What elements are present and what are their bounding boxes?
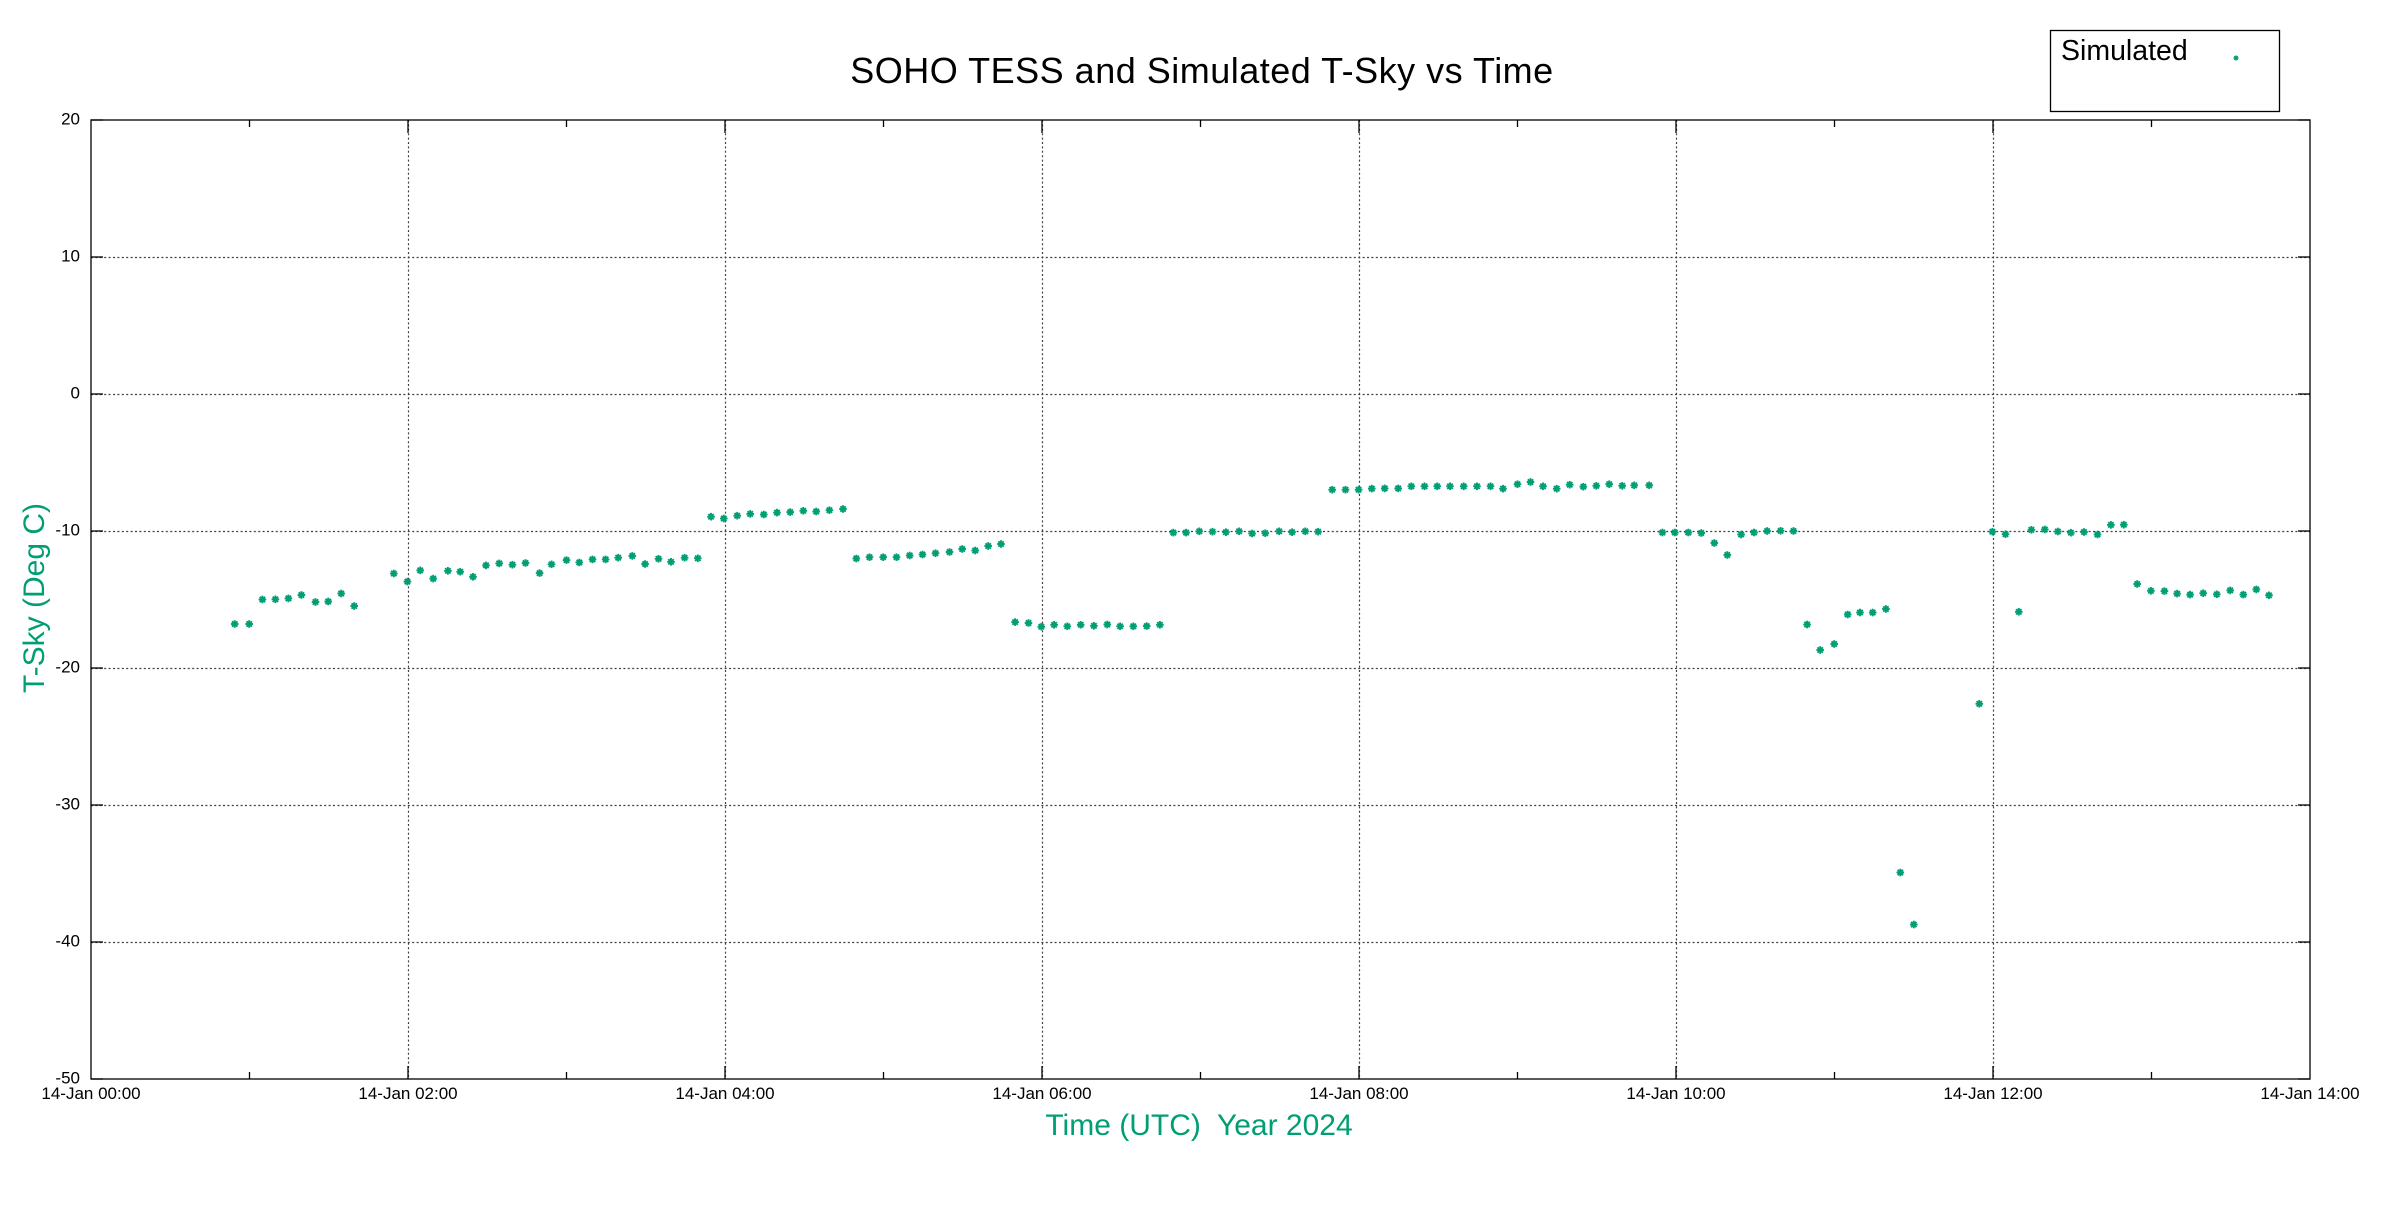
svg-text:14-Jan 10:00: 14-Jan 10:00 — [1626, 1084, 1725, 1103]
svg-text:14-Jan 12:00: 14-Jan 12:00 — [1943, 1084, 2042, 1103]
svg-text:Simulated: Simulated — [2061, 35, 2188, 67]
svg-text:14-Jan 06:00: 14-Jan 06:00 — [992, 1084, 1091, 1103]
svg-text:SOHO TESS and Simulated T-Sky: SOHO TESS and Simulated T-Sky vs Time — [850, 50, 1553, 91]
svg-text:-50: -50 — [55, 1068, 80, 1087]
svg-text:Time (UTC) Year 2024: Time (UTC) Year 2024 — [1045, 1109, 1352, 1142]
svg-text:-10: -10 — [55, 520, 80, 539]
svg-text:-40: -40 — [55, 931, 80, 950]
svg-text:-20: -20 — [55, 657, 80, 676]
svg-text:10: 10 — [61, 246, 80, 265]
svg-text:14-Jan 14:00: 14-Jan 14:00 — [2260, 1084, 2359, 1103]
svg-text:14-Jan 02:00: 14-Jan 02:00 — [358, 1084, 457, 1103]
svg-text:T-Sky (Deg C): T-Sky (Deg C) — [18, 503, 51, 693]
svg-text:20: 20 — [61, 109, 80, 128]
svg-text:14-Jan 04:00: 14-Jan 04:00 — [675, 1084, 774, 1103]
svg-text:-30: -30 — [55, 794, 80, 813]
svg-text:14-Jan 08:00: 14-Jan 08:00 — [1309, 1084, 1408, 1103]
svg-text:0: 0 — [71, 383, 80, 402]
svg-text:14-Jan 00:00: 14-Jan 00:00 — [41, 1084, 140, 1103]
